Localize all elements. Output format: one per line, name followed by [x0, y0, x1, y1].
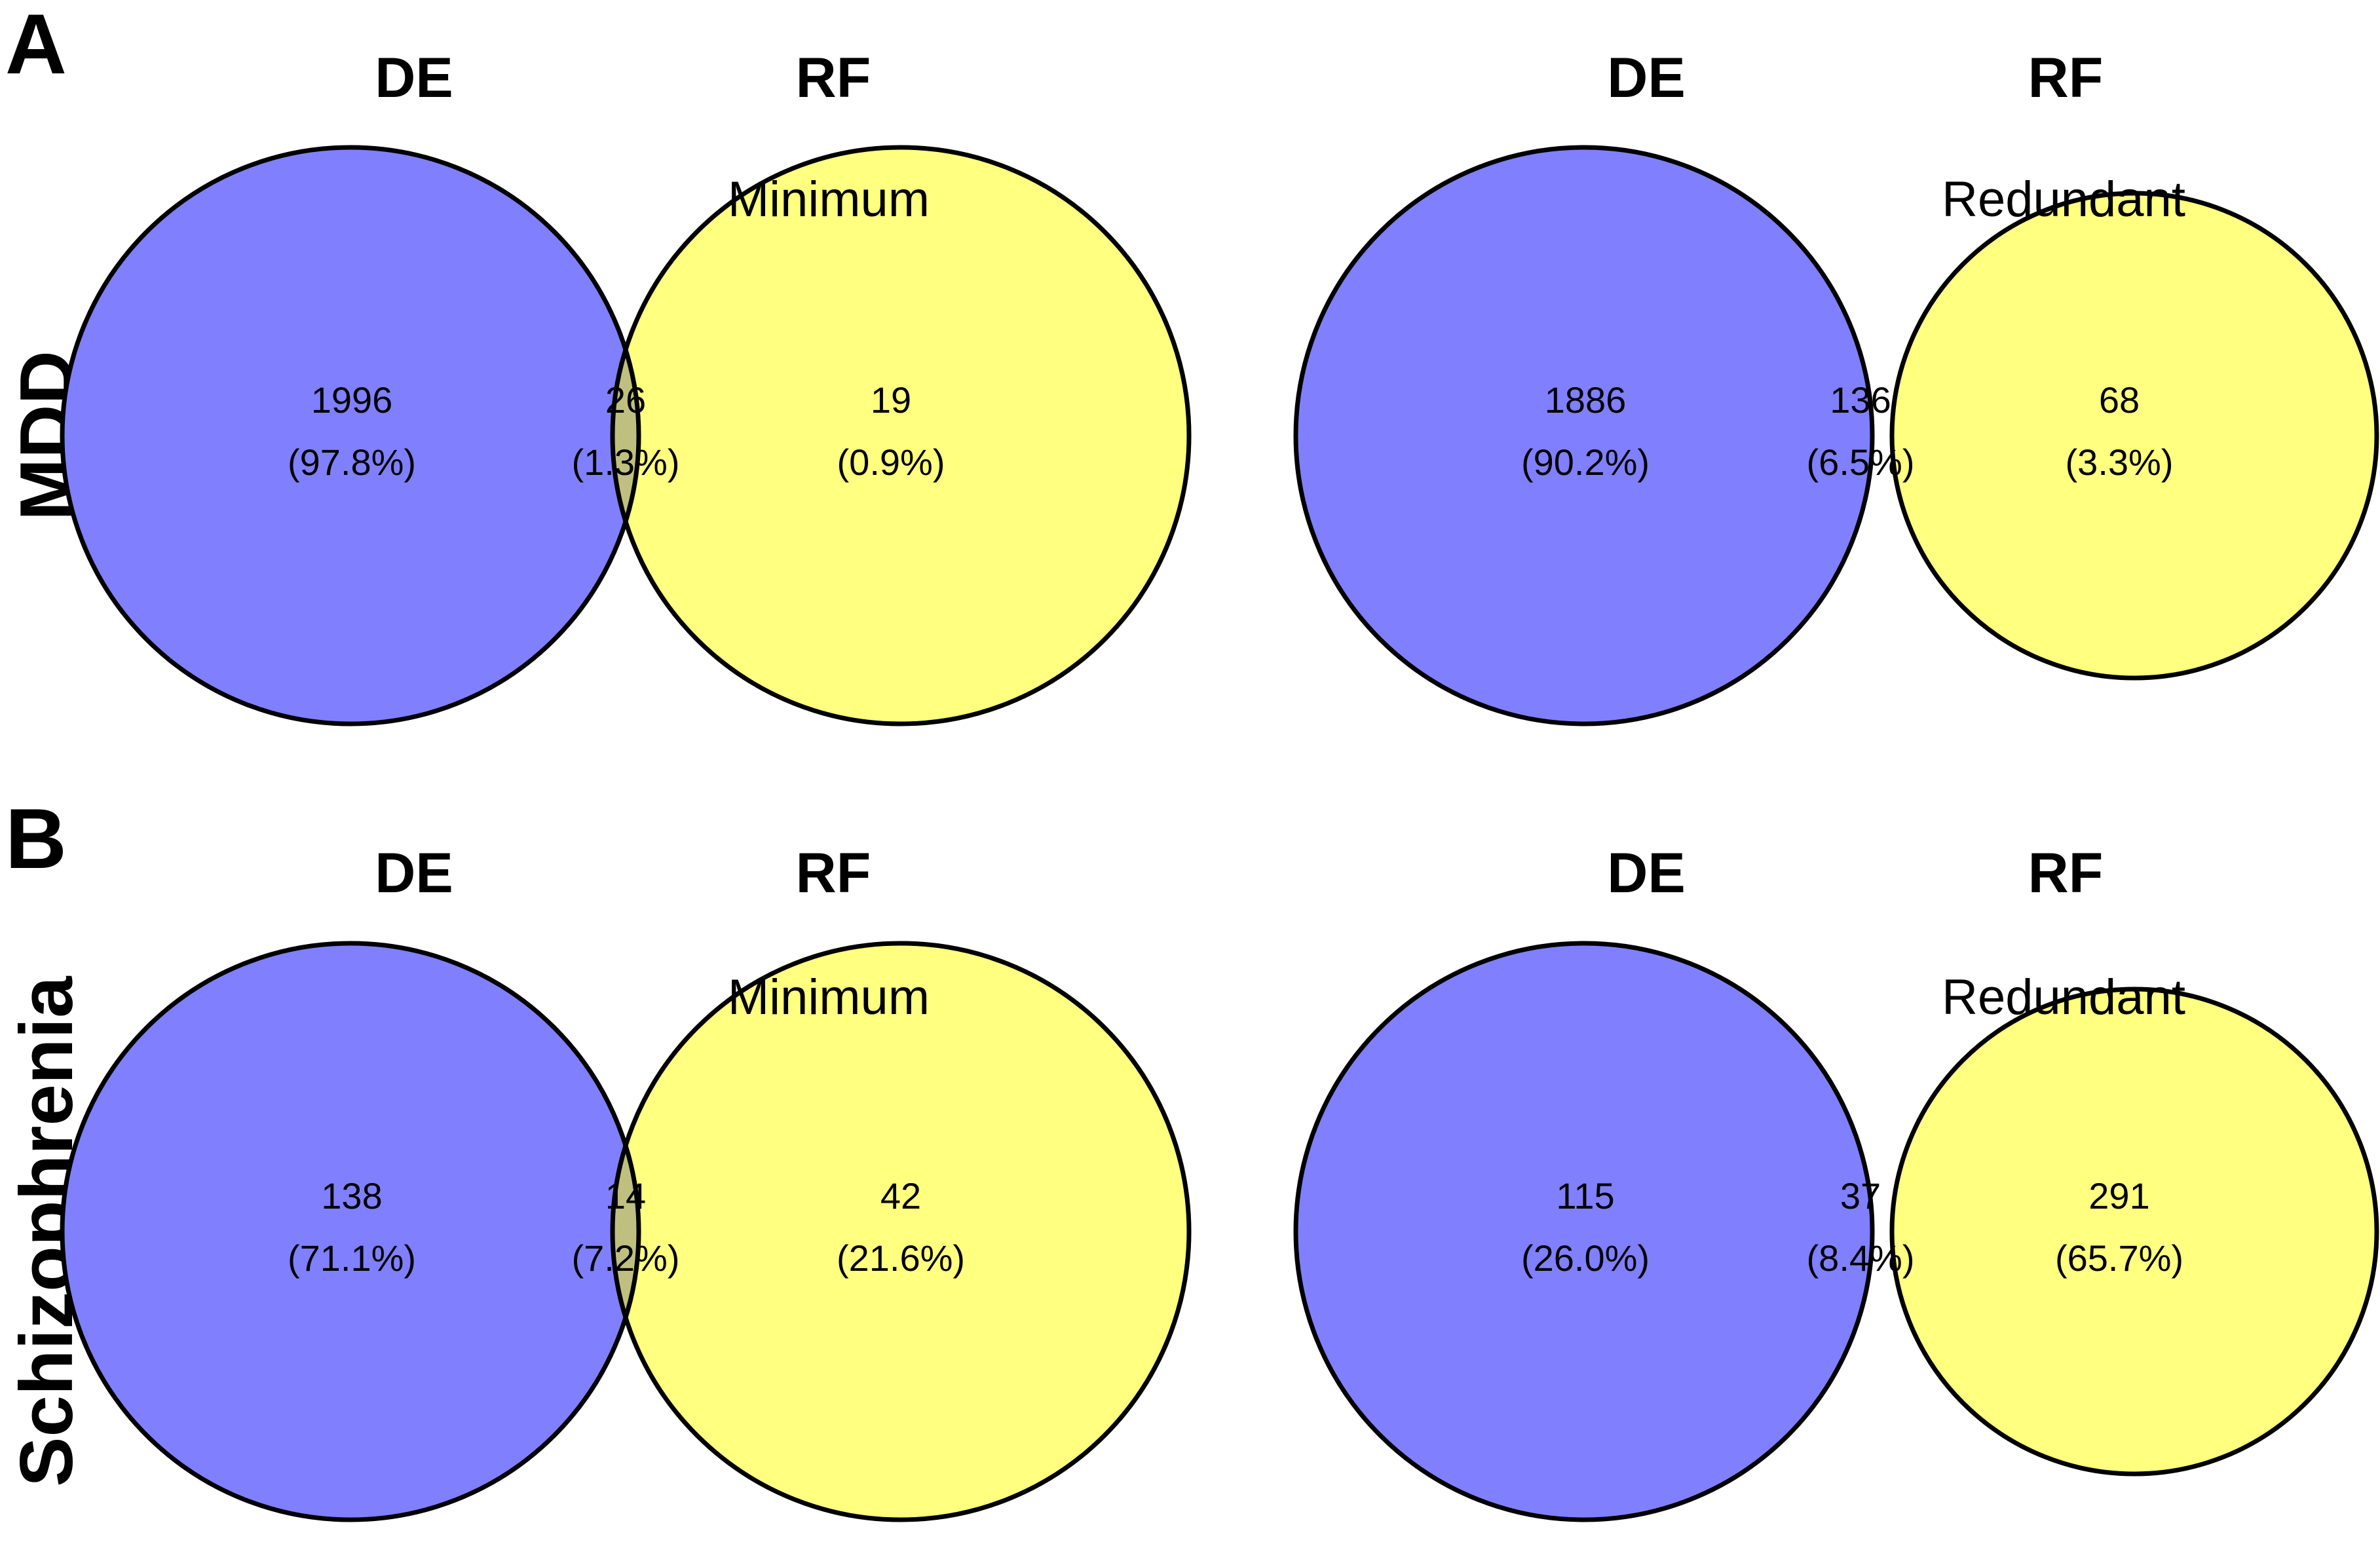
overlap-count: 14: [605, 1175, 646, 1216]
rf-only-percent: (3.3%): [2066, 442, 2174, 483]
de-only-percent: (97.8%): [288, 442, 416, 483]
overlap-percent: (1.3%): [572, 442, 680, 483]
set-label-rf: RF: [2028, 842, 2104, 905]
de-only-count: 138: [321, 1175, 382, 1216]
rf-only-count: 68: [2099, 379, 2140, 421]
de-circle: [1296, 147, 1872, 724]
overlap-percent: (8.4%): [1807, 1237, 1915, 1279]
venn-mdd-minimum: DE RF Minimum 1996 (97.8%) 26 (1.3%) 19 …: [60, 47, 1192, 726]
rf-circle-outline: [610, 941, 1192, 1522]
set-label-rf: RF: [796, 47, 871, 109]
de-circle: [62, 147, 639, 724]
method-label: Redundant: [1942, 970, 2185, 1025]
rf-only-percent: (21.6%): [837, 1237, 965, 1279]
set-label-de: DE: [375, 47, 453, 109]
set-label-de: DE: [1607, 47, 1685, 109]
venn-mdd-redundant: DE RF Redundant 1886 (90.2%) 136 (6.5%) …: [1293, 47, 2379, 726]
rf-only-count: 291: [2088, 1175, 2149, 1216]
method-label: Minimum: [728, 172, 930, 227]
set-label-de: DE: [375, 842, 453, 905]
overlap-count: 37: [1840, 1175, 1881, 1216]
overlap-percent: (6.5%): [1807, 442, 1915, 483]
method-label: Minimum: [728, 970, 930, 1025]
de-only-count: 1886: [1545, 379, 1627, 421]
overlap-percent: (7.2%): [572, 1237, 680, 1279]
venn-schizophrenia-redundant: DE RF Redundant 115 (26.0%) 37 (8.4%) 29…: [1293, 842, 2379, 1522]
rf-only-count: 19: [871, 379, 911, 421]
rf-only-percent: (65.7%): [2055, 1237, 2183, 1279]
method-label: Redundant: [1942, 172, 2185, 227]
rf-circle-outline: [1889, 987, 2379, 1477]
panel-letter-a: A: [5, 0, 67, 92]
rf-circle-outline: [1889, 191, 2379, 681]
de-circle-outline: [60, 941, 641, 1522]
de-only-count: 1996: [311, 379, 393, 421]
overlap-count: 136: [1830, 379, 1891, 421]
de-only-percent: (71.1%): [288, 1237, 416, 1279]
de-only-percent: (26.0%): [1521, 1237, 1650, 1279]
rf-circle: [613, 943, 1189, 1520]
rf-circle: [1892, 989, 2377, 1474]
de-circle-outline: [1293, 145, 1875, 726]
de-only-count: 115: [1556, 1175, 1614, 1216]
rf-only-percent: (0.9%): [837, 442, 945, 483]
overlap-count: 26: [605, 379, 646, 421]
de-circle: [62, 943, 639, 1520]
panel-letter-b: B: [5, 791, 67, 886]
venn-schizophrenia-minimum: DE RF Minimum 138 (71.1%) 14 (7.2%) 42 (…: [60, 842, 1192, 1522]
de-only-percent: (90.2%): [1521, 442, 1650, 483]
de-circle: [1296, 943, 1872, 1520]
set-label-rf: RF: [796, 842, 871, 905]
set-label-de: DE: [1607, 842, 1685, 905]
de-circle-outline: [60, 145, 641, 726]
rf-circle-outline: [610, 145, 1192, 726]
rf-circle: [613, 147, 1189, 724]
de-circle-outline: [1293, 941, 1875, 1522]
rf-only-count: 42: [880, 1175, 921, 1216]
rf-circle: [1892, 193, 2377, 678]
set-label-rf: RF: [2028, 47, 2104, 109]
